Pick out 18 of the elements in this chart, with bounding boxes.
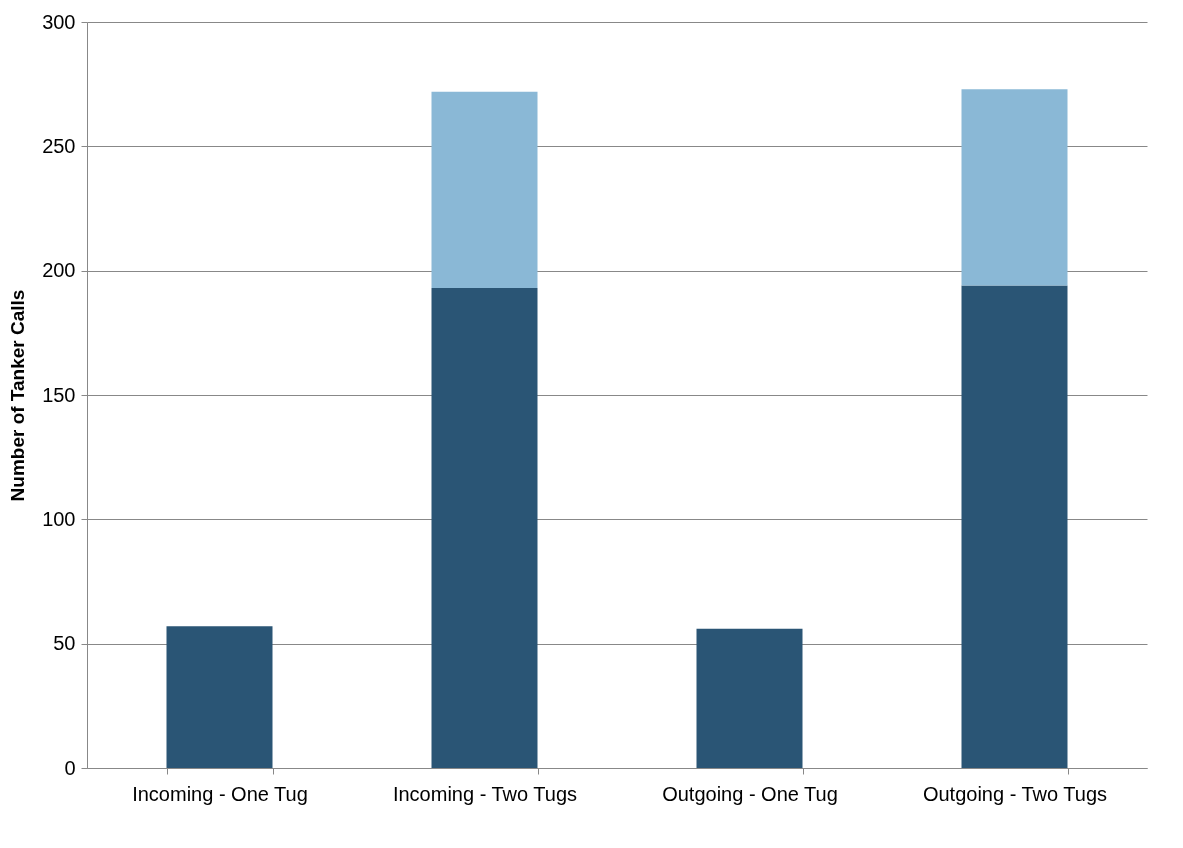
y-tick-label: 250 [42,134,76,157]
bar [961,285,1068,768]
bar [961,89,1068,286]
x-tick-label: Outgoing - Two Tugs [922,782,1108,805]
y-tick-label: 100 [42,507,76,530]
bar [431,288,538,768]
x-tick-label: Incoming - One Tug [132,782,308,805]
y-tick-label: 200 [42,259,76,282]
y-tick-label: 300 [42,10,76,33]
y-axis-title: Number of Tanker Calls [7,289,29,502]
y-tick-label: 0 [64,756,76,779]
bar [696,628,803,768]
y-tick-label: 50 [53,632,76,655]
x-tick-label: Outgoing - One Tug [662,782,838,805]
bar [431,91,538,289]
y-tick-label: 150 [42,383,76,406]
x-tick-label: Incoming - Two Tugs [392,782,578,805]
bar [166,626,273,768]
